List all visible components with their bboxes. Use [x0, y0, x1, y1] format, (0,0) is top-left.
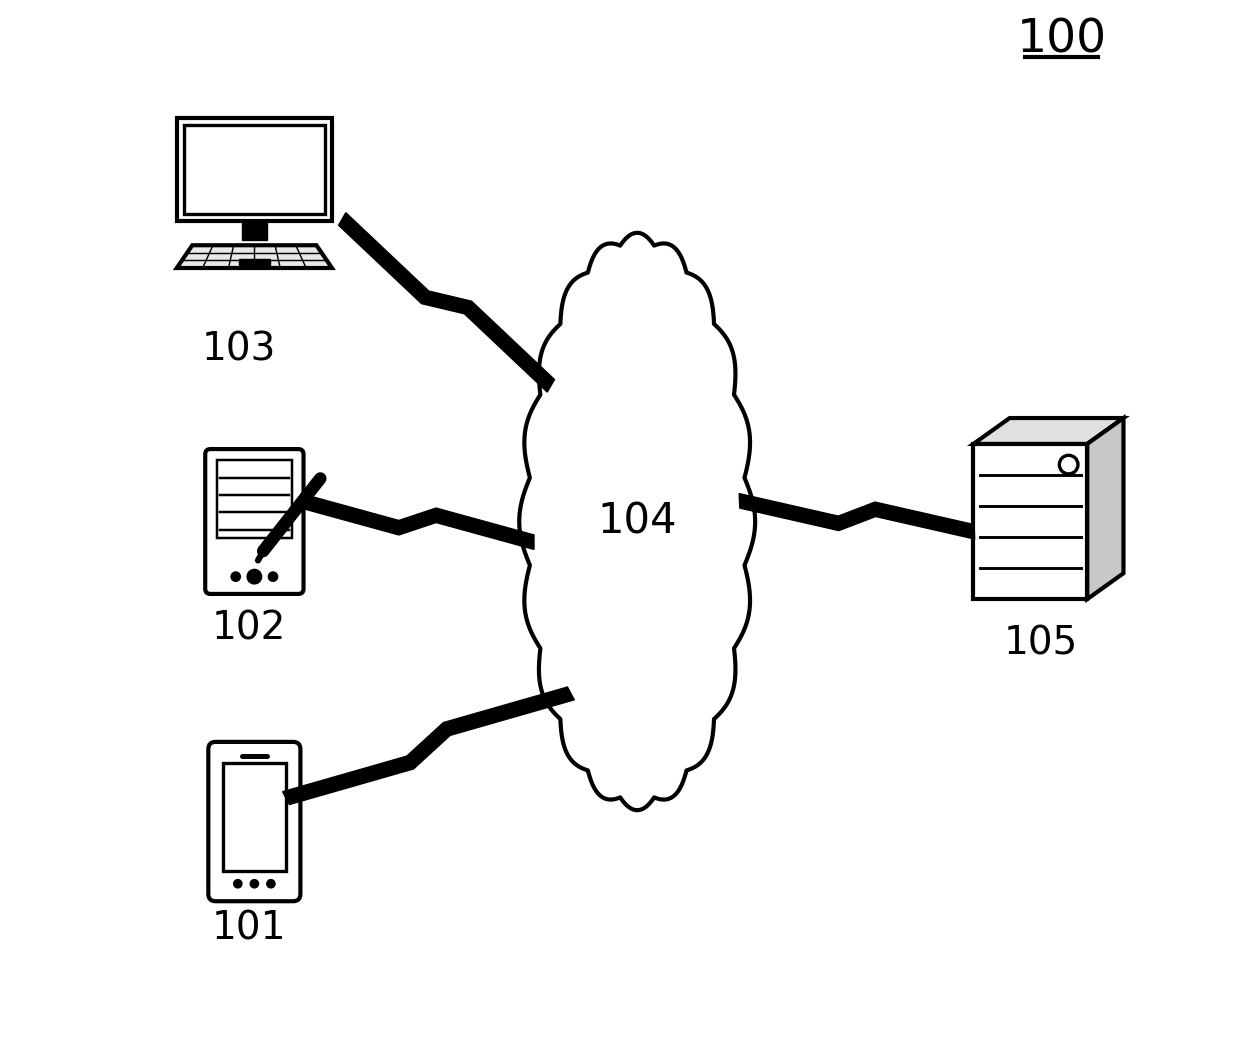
Text: 101: 101: [212, 909, 286, 947]
FancyBboxPatch shape: [208, 742, 301, 901]
Polygon shape: [974, 418, 1123, 444]
Polygon shape: [739, 493, 975, 539]
Text: 103: 103: [202, 330, 276, 368]
Bar: [176, 118, 332, 221]
Polygon shape: [242, 221, 266, 240]
Circle shape: [269, 572, 277, 581]
Text: 100: 100: [1016, 18, 1106, 63]
Polygon shape: [519, 233, 755, 810]
Polygon shape: [339, 213, 555, 392]
Circle shape: [234, 879, 242, 888]
Text: 104: 104: [598, 501, 677, 542]
Bar: [974, 444, 1088, 599]
Circle shape: [250, 879, 259, 888]
Bar: [184, 125, 324, 214]
FancyBboxPatch shape: [205, 450, 303, 593]
Circle shape: [247, 569, 261, 584]
Text: 105: 105: [1004, 625, 1078, 663]
Polygon shape: [239, 260, 270, 265]
Circle shape: [231, 572, 240, 581]
Polygon shape: [1088, 418, 1123, 599]
Circle shape: [250, 572, 259, 581]
Bar: [217, 460, 292, 538]
Polygon shape: [176, 245, 332, 268]
Polygon shape: [282, 687, 575, 804]
Circle shape: [266, 879, 275, 888]
Bar: [223, 762, 286, 871]
Text: 102: 102: [212, 609, 286, 648]
Polygon shape: [301, 493, 534, 550]
